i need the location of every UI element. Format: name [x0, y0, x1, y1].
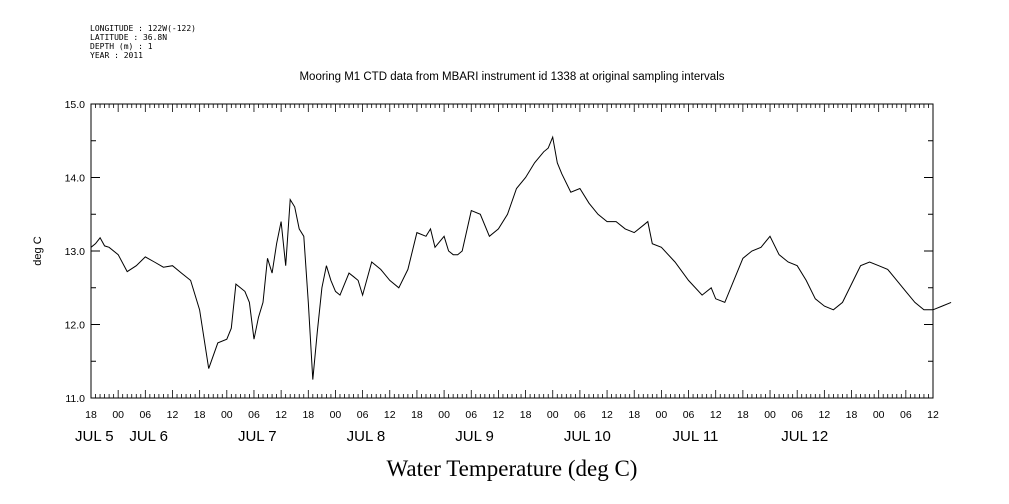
x-hour-label: 06 [465, 409, 477, 421]
x-hour-label: 18 [737, 409, 749, 421]
x-hour-label: 18 [85, 409, 97, 421]
x-hour-label: 00 [873, 409, 885, 421]
y-tick-label: 11.0 [65, 393, 85, 405]
x-hour-label: 18 [302, 409, 314, 421]
latitude-text: LATITUDE : 36.8N [90, 33, 167, 42]
x-hour-label: 18 [628, 409, 640, 421]
x-hour-label: 00 [438, 409, 450, 421]
x-day-label: JUL 5 [75, 428, 114, 445]
x-hour-label: 06 [357, 409, 369, 421]
y-axis-label: deg C [32, 236, 44, 265]
x-hour-label: 00 [112, 409, 124, 421]
x-hour-label: 12 [167, 409, 179, 421]
year-text: YEAR : 2011 [90, 51, 143, 60]
x-hour-label: 18 [846, 409, 858, 421]
y-tick-label: 13.0 [65, 246, 86, 258]
longitude-text: LONGITUDE : 122W(-122) [90, 24, 196, 33]
depth-text: DEPTH (m) : 1 [90, 42, 153, 51]
tick-labels: 11.0 12.0 13.0 14.0 15.0 18 00 06 12 18 00 06 12 18 00… [65, 99, 939, 445]
x-hour-label: 00 [764, 409, 776, 421]
x-day-label: JUL 11 [673, 428, 719, 445]
x-hour-label: 00 [330, 409, 342, 421]
x-hour-label: 06 [900, 409, 912, 421]
x-hour-label: 06 [791, 409, 803, 421]
x-hour-label: 12 [384, 409, 396, 421]
temperature-line [90, 135, 952, 380]
y-tick-label: 15.0 [65, 99, 86, 111]
x-hour-label: 06 [139, 409, 151, 421]
x-hour-label: 12 [927, 409, 939, 421]
x-hour-label: 00 [221, 409, 233, 421]
x-hour-label: 12 [493, 409, 505, 421]
x-hour-label: 06 [574, 409, 586, 421]
x-axis-label: Water Temperature (deg C) [387, 456, 638, 481]
x-hour-label: 18 [194, 409, 206, 421]
chart-title: Mooring M1 CTD data from MBARI instrumen… [299, 71, 724, 83]
x-day-label: JUL 10 [564, 428, 611, 445]
x-hour-label: 06 [683, 409, 695, 421]
plot-frame [90, 103, 934, 399]
x-hour-label: 18 [411, 409, 423, 421]
x-hour-label: 00 [656, 409, 668, 421]
x-day-label: JUL 9 [455, 428, 494, 445]
x-hour-label: 00 [547, 409, 559, 421]
x-hour-label: 12 [710, 409, 722, 421]
x-day-label: JUL 12 [781, 428, 828, 445]
x-hour-label: 12 [819, 409, 831, 421]
x-day-label: JUL 8 [347, 428, 386, 445]
x-hour-label: 12 [601, 409, 613, 421]
tick-marks [90, 103, 934, 399]
x-day-label: JUL 6 [129, 428, 168, 445]
x-hour-label: 12 [275, 409, 287, 421]
y-tick-label: 14.0 [65, 173, 86, 185]
x-day-label: JUL 7 [238, 428, 277, 445]
x-hour-label: 06 [248, 409, 260, 421]
x-hour-label: 18 [520, 409, 532, 421]
y-tick-label: 12.0 [65, 320, 86, 332]
